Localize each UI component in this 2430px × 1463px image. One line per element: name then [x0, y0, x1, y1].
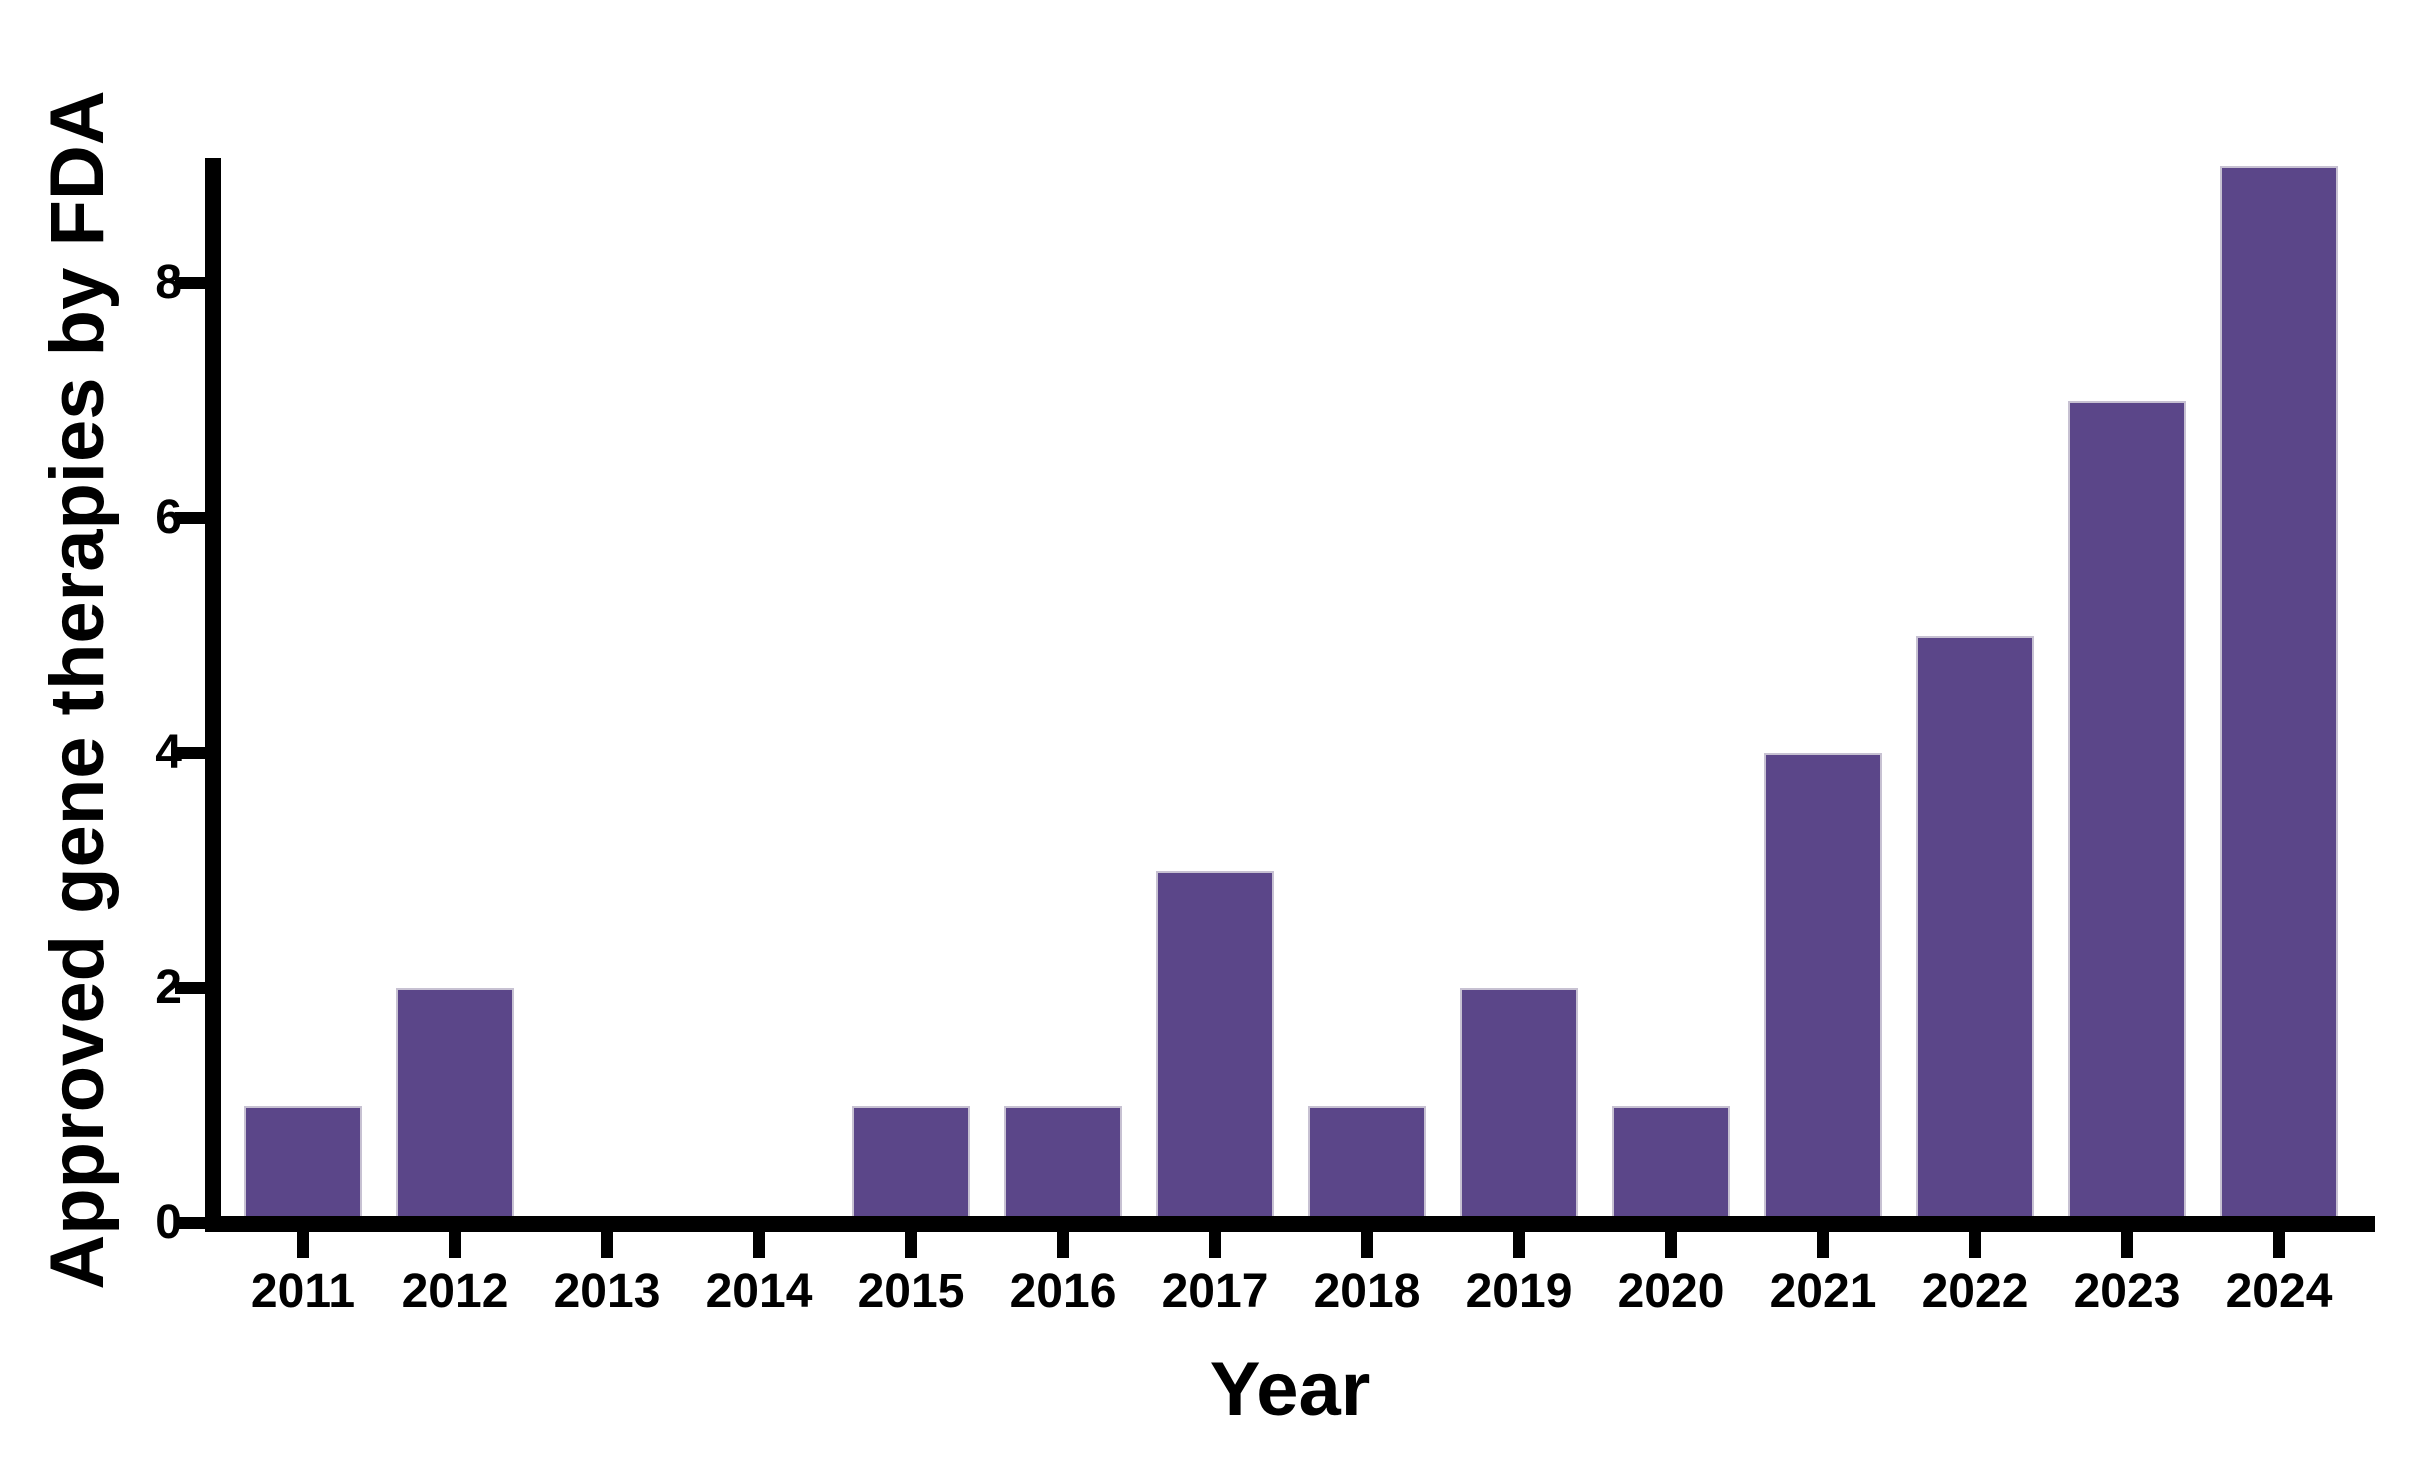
bar-2020: [1612, 1106, 1730, 1230]
bar-2015: [852, 1106, 970, 1230]
x-tick-2017: [1209, 1232, 1221, 1258]
x-tick-label-2020: 2020: [1617, 1265, 1725, 1318]
bar-2012: [396, 988, 514, 1230]
x-tick-label-2022: 2022: [1921, 1265, 2029, 1318]
x-tick-2012: [449, 1232, 461, 1258]
x-tick-2022: [1969, 1232, 1981, 1258]
x-tick-2011: [297, 1232, 309, 1258]
x-tick-label-2021: 2021: [1769, 1265, 1877, 1318]
bar-2011: [244, 1106, 362, 1230]
x-tick-2013: [601, 1232, 613, 1258]
x-axis-title: Year: [1209, 1347, 1371, 1432]
x-tick-2024: [2273, 1232, 2285, 1258]
y-tick-label-2: 2: [155, 961, 182, 1014]
x-tick-2023: [2121, 1232, 2133, 1258]
x-tick-label-2014: 2014: [705, 1265, 813, 1318]
y-tick-label-0: 0: [155, 1196, 182, 1249]
x-tick-label-2023: 2023: [2073, 1265, 2181, 1318]
x-tick-label-2012: 2012: [401, 1265, 509, 1318]
bar-2016: [1004, 1106, 1122, 1230]
x-tick-label-2013: 2013: [553, 1265, 661, 1318]
y-tick-6: [175, 512, 207, 524]
x-axis-line: [205, 1216, 2375, 1232]
x-tick-2020: [1665, 1232, 1677, 1258]
bar-2018: [1308, 1106, 1426, 1230]
bar-2022: [1916, 636, 2034, 1230]
x-tick-label-2019: 2019: [1465, 1265, 1573, 1318]
x-tick-label-2011: 2011: [250, 1265, 356, 1318]
x-tick-label-2017: 2017: [1161, 1265, 1269, 1318]
x-tick-label-2016: 2016: [1009, 1265, 1117, 1318]
y-tick-label-4: 4: [155, 726, 182, 779]
x-tick-2014: [753, 1232, 765, 1258]
bar-2019: [1460, 988, 1578, 1230]
bar-2021: [1764, 753, 1882, 1230]
y-tick-2: [175, 982, 207, 994]
bar-2023: [2068, 401, 2186, 1230]
x-tick-2021: [1817, 1232, 1829, 1258]
y-tick-0: [175, 1217, 207, 1229]
x-tick-2019: [1513, 1232, 1525, 1258]
bar-2024: [2220, 166, 2338, 1230]
x-tick-2016: [1057, 1232, 1069, 1258]
x-tick-2015: [905, 1232, 917, 1258]
y-tick-4: [175, 747, 207, 759]
x-tick-label-2015: 2015: [857, 1265, 965, 1318]
y-tick-label-8: 8: [155, 256, 182, 309]
x-tick-label-2024: 2024: [2225, 1265, 2333, 1318]
y-tick-label-6: 6: [155, 491, 182, 544]
y-axis-line: [205, 158, 221, 1232]
bar-2017: [1156, 871, 1274, 1230]
y-tick-8: [175, 277, 207, 289]
x-tick-2018: [1361, 1232, 1373, 1258]
x-tick-label-2018: 2018: [1313, 1265, 1421, 1318]
